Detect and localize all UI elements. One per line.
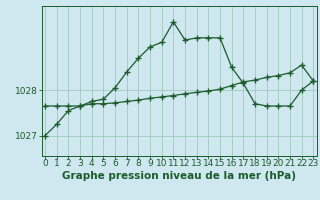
X-axis label: Graphe pression niveau de la mer (hPa): Graphe pression niveau de la mer (hPa) — [62, 171, 296, 181]
